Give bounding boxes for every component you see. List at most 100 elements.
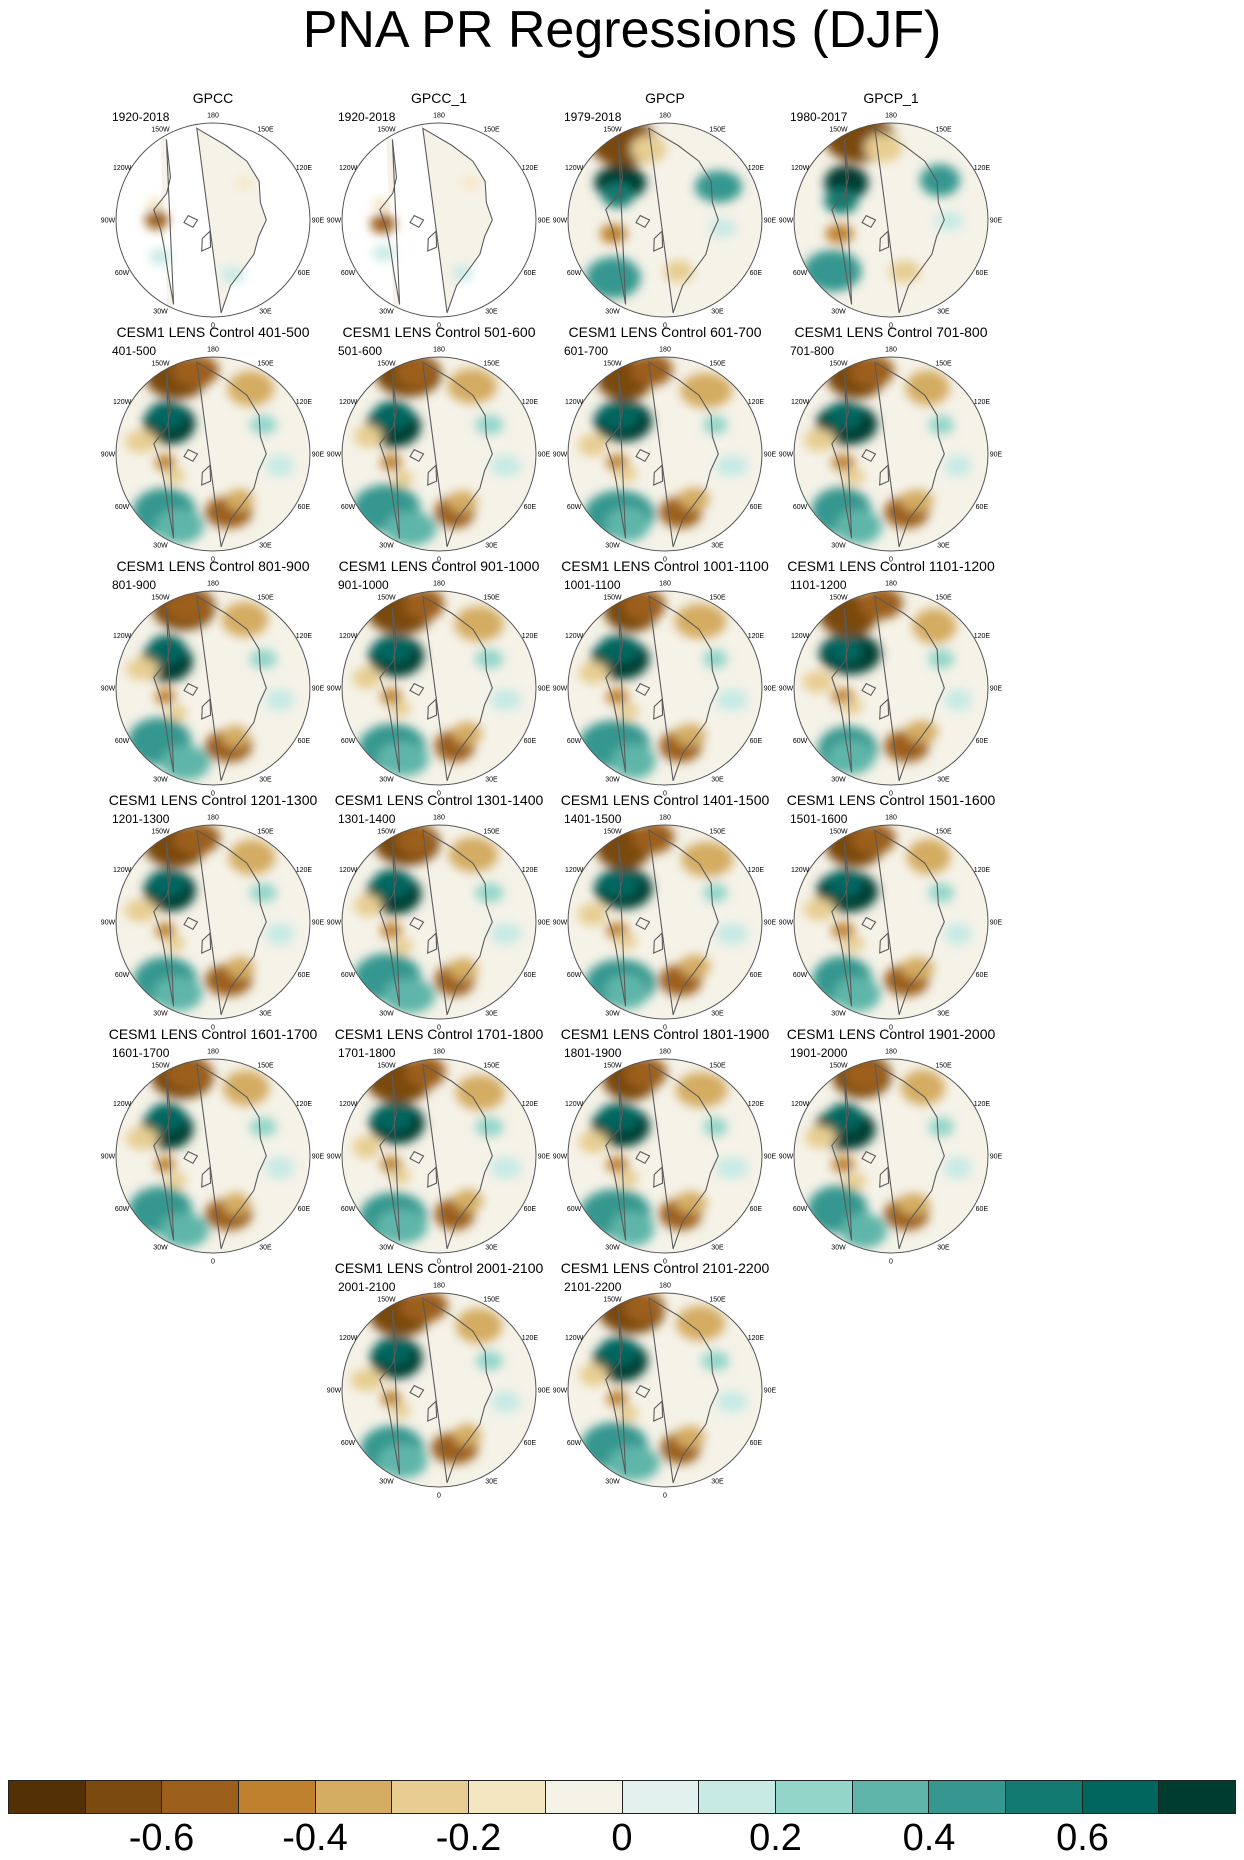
coastline — [635, 916, 651, 931]
longitude-label: 120W — [565, 1335, 584, 1342]
longitude-label: 150E — [709, 595, 726, 602]
anomaly-blob — [835, 509, 882, 545]
longitude-label: 60E — [976, 972, 989, 979]
anomaly-blob — [901, 1069, 945, 1105]
longitude-label: 120E — [522, 165, 539, 172]
longitude-label: 60E — [750, 270, 763, 277]
anomaly-blob — [630, 134, 667, 164]
longitude-label: 0 — [437, 1025, 441, 1032]
panel-period: 1901-2000 — [790, 1046, 848, 1060]
longitude-label: 60W — [567, 270, 582, 277]
map-boundary — [567, 122, 763, 318]
anomaly-blob — [391, 937, 413, 954]
anomaly-blob — [598, 1336, 640, 1366]
longitude-label: 150E — [483, 595, 500, 602]
anomaly-blob — [610, 1211, 655, 1247]
longitude-label: 120W — [565, 399, 584, 406]
longitude-label: 90W — [327, 686, 342, 693]
colorbar-swatch — [162, 1781, 240, 1813]
anomaly-blob — [371, 198, 390, 211]
coastline — [201, 463, 212, 486]
longitude-label: 90W — [101, 920, 116, 927]
longitude-label: 30W — [379, 308, 394, 315]
longitude-label: 120E — [522, 867, 539, 874]
coastline — [635, 682, 651, 697]
longitude-label: 0 — [437, 791, 441, 798]
coastline — [635, 1150, 651, 1165]
anomaly-blob — [146, 198, 164, 211]
regression-field — [579, 591, 749, 779]
anomaly-blob — [222, 1070, 270, 1106]
longitude-label: 180 — [433, 113, 445, 120]
anomaly-blob — [165, 1059, 214, 1090]
anomaly-blob — [453, 1424, 482, 1447]
colorbar-swatch — [1005, 1781, 1083, 1813]
longitude-label: 180 — [659, 347, 671, 354]
longitude-label: 150E — [935, 127, 952, 134]
longitude-label: 60E — [750, 738, 763, 745]
anomaly-blob — [605, 506, 650, 542]
longitude-label: 90W — [553, 1154, 568, 1161]
longitude-label: 180 — [885, 347, 897, 354]
regression-field — [803, 825, 972, 1012]
coastline — [409, 682, 425, 697]
colorbar-swatch — [852, 1781, 930, 1813]
map-panel: CESM1 LENS Control 1201-1300 1201-1300 180… — [88, 782, 338, 1032]
anomaly-blob — [703, 649, 728, 669]
longitude-label: 30E — [485, 776, 498, 783]
map-boundary — [341, 824, 537, 1020]
panel-period: 401-500 — [112, 344, 157, 358]
longitude-label: 90W — [327, 218, 342, 225]
anomaly-blob — [126, 658, 160, 681]
longitude-label: 60W — [341, 270, 356, 277]
longitude-label: 150E — [483, 361, 500, 368]
polar-map: 180 150E 120E 90E 60E 30E 0 30W 60W 90W 120W 150W — [327, 581, 551, 798]
polar-map: 180 150E 120E 90E 60E 30E 0 30W 60W 90W 120W 150W — [327, 1049, 551, 1266]
longitude-label: 0 — [889, 1025, 893, 1032]
anomaly-blob — [455, 1308, 503, 1344]
coastline — [153, 841, 175, 1007]
longitude-label: 120E — [974, 867, 991, 874]
longitude-label: 0 — [889, 1259, 893, 1266]
anomaly-blob — [607, 1445, 660, 1481]
map-panel: CESM1 LENS Control 501-600 501-600 180 150E… — [314, 314, 564, 564]
longitude-label: 120E — [522, 633, 539, 640]
map-panel: CESM1 LENS Control 901-1000 901-1000 180 15… — [314, 548, 564, 798]
anomaly-blob — [928, 649, 955, 669]
longitude-label: 30W — [605, 1478, 620, 1485]
longitude-label: 120W — [565, 867, 584, 874]
longitude-label: 150W — [377, 1297, 396, 1304]
anomaly-blob — [405, 1059, 446, 1088]
coastline — [605, 607, 627, 773]
anomaly-blob — [389, 1167, 411, 1184]
longitude-label: 90E — [312, 686, 325, 693]
anomaly-blob — [630, 357, 673, 386]
colorbar-swatch — [545, 1781, 623, 1813]
regression-field — [124, 357, 295, 544]
anomaly-blob — [448, 837, 498, 873]
coastline — [861, 916, 877, 931]
longitude-label: 60E — [976, 504, 989, 511]
coastline — [605, 1075, 627, 1241]
coastline — [422, 1063, 493, 1249]
coastline — [201, 1165, 212, 1188]
longitude-label: 180 — [433, 1049, 445, 1056]
anomaly-blob — [353, 666, 381, 690]
longitude-label: 180 — [433, 581, 445, 588]
anomaly-blob — [664, 260, 694, 283]
longitude-label: 150E — [483, 1297, 500, 1304]
longitude-label: 0 — [663, 323, 667, 330]
coastline — [153, 607, 175, 773]
longitude-label: 120E — [296, 867, 313, 874]
panel-title: CESM1 LENS Control 1901-2000 — [786, 1026, 996, 1042]
longitude-label: 30E — [259, 308, 272, 315]
longitude-label: 150W — [377, 595, 396, 602]
anomaly-blob — [597, 634, 641, 664]
longitude-label: 60E — [750, 972, 763, 979]
longitude-label: 90E — [312, 452, 325, 459]
anomaly-blob — [372, 868, 414, 898]
anomaly-blob — [901, 957, 935, 980]
coastline — [635, 214, 651, 229]
polar-map: 180 150E 120E 90E 60E 30E 0 30W 60W 90W 120W 150W — [101, 347, 325, 564]
longitude-label: 60W — [115, 1206, 130, 1213]
